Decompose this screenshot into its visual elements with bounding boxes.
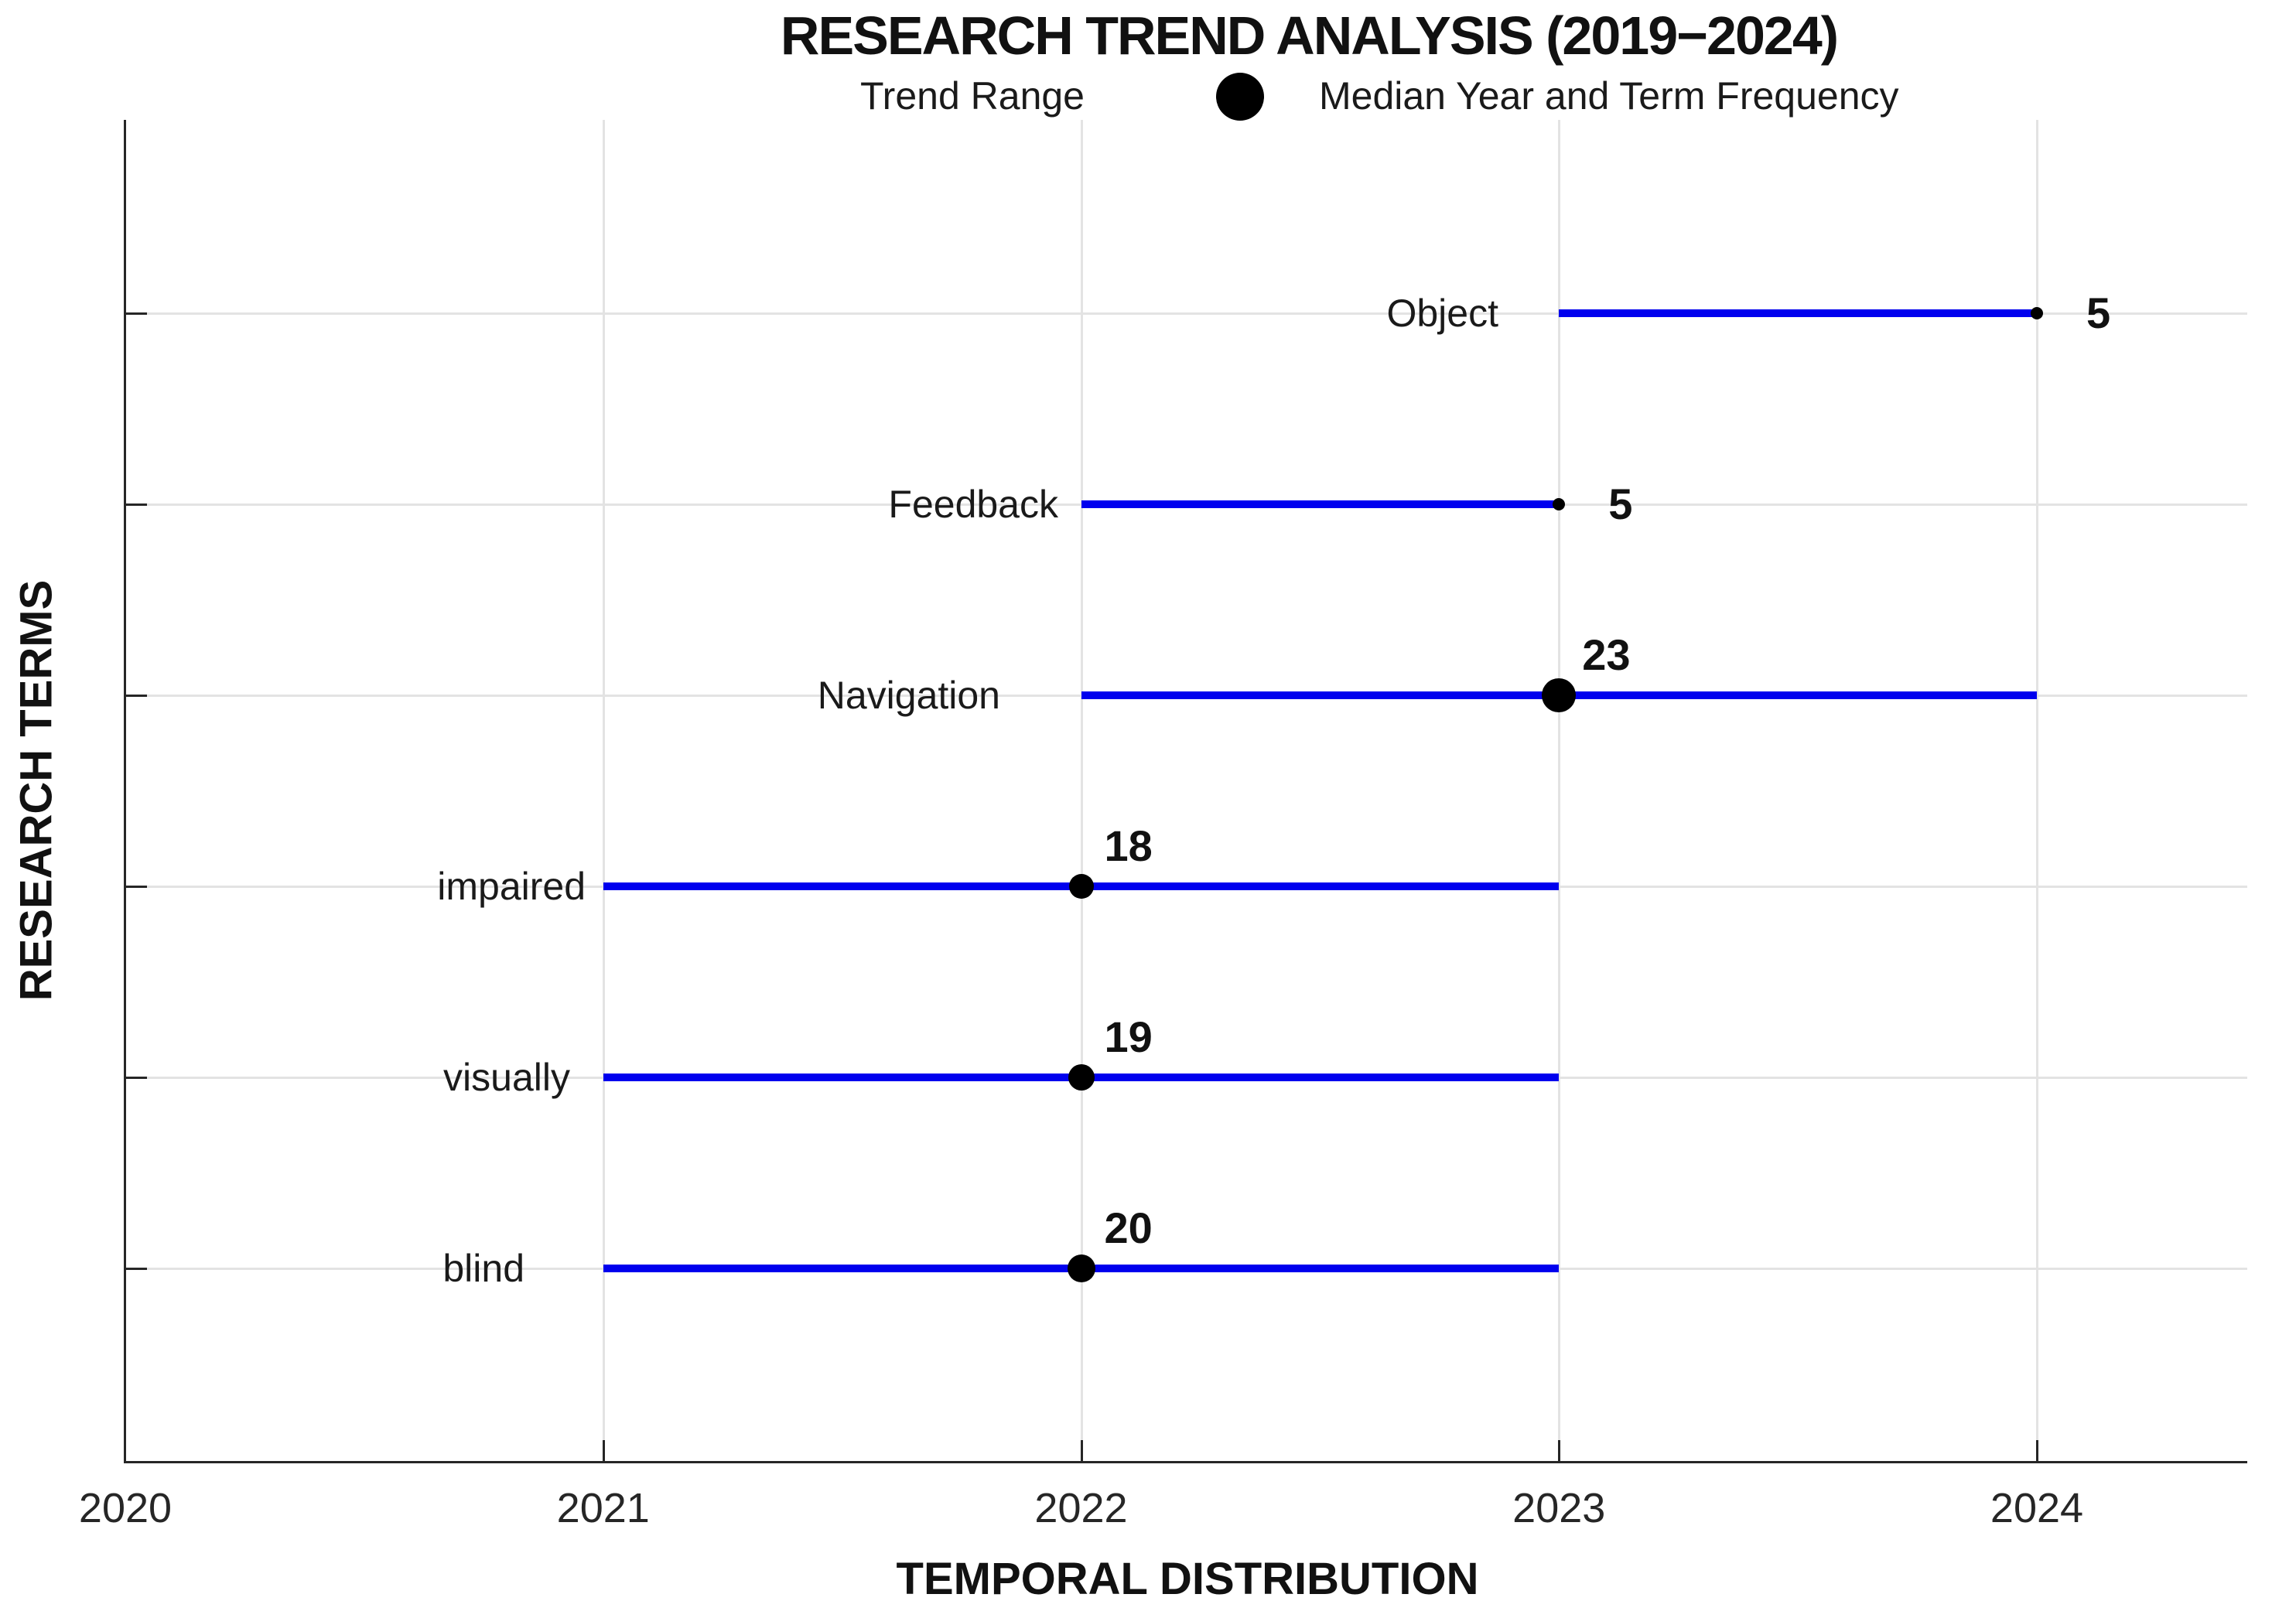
median-dot — [2031, 307, 2043, 319]
y-tick-mark — [125, 312, 147, 315]
x-tick-label: 2023 — [1512, 1485, 1606, 1531]
value-label: 20 — [1104, 1203, 1153, 1252]
x-axis-title: TEMPORAL DISTRIBUTION — [896, 1554, 1479, 1604]
median-dot — [1068, 1064, 1095, 1091]
legend-trend-range-label: Trend Range — [860, 74, 1085, 118]
x-tick-label: 2021 — [556, 1485, 650, 1531]
median-dot — [1067, 1254, 1095, 1282]
vertical-gridline — [1558, 120, 1561, 1462]
trend-line — [1081, 500, 1560, 508]
term-label: visually — [443, 1056, 570, 1099]
value-label: 23 — [1582, 630, 1631, 679]
value-label: 5 — [1608, 480, 1633, 528]
x-tick-label: 2020 — [78, 1485, 173, 1531]
y-tick-mark — [125, 1268, 147, 1270]
y-axis-line — [124, 120, 126, 1463]
vertical-gridline — [1080, 120, 1083, 1462]
chart-title: RESEARCH TREND ANALYSIS (2019−2024) — [780, 5, 1839, 66]
x-tick-mark — [1558, 1440, 1561, 1462]
x-axis-line — [124, 1461, 2247, 1463]
y-axis-title: RESEARCH TERMS — [11, 579, 62, 1002]
median-dot — [1542, 678, 1577, 712]
value-label: 18 — [1104, 821, 1153, 870]
legend-median-dot-icon — [1216, 73, 1264, 121]
x-tick-mark — [2036, 1440, 2038, 1462]
y-tick-mark — [125, 503, 147, 506]
legend-trend-line-swatch — [700, 90, 832, 99]
x-tick-label: 2024 — [1990, 1485, 2084, 1531]
x-tick-mark — [1080, 1440, 1083, 1462]
value-label: 19 — [1104, 1012, 1153, 1061]
term-label: Object — [1386, 292, 1498, 335]
y-tick-mark — [125, 886, 147, 888]
term-label: impaired — [437, 865, 586, 908]
term-label: Navigation — [817, 674, 1000, 717]
value-label: 5 — [2086, 288, 2111, 337]
x-tick-label: 2022 — [1034, 1485, 1128, 1531]
term-label: Feedback — [888, 483, 1058, 526]
median-dot — [1553, 498, 1566, 510]
term-label: blind — [442, 1247, 524, 1290]
legend-median-label: Median Year and Term Frequency — [1319, 74, 1899, 118]
y-tick-mark — [125, 1077, 147, 1079]
trend-line — [1559, 309, 2037, 317]
vertical-gridline — [2036, 120, 2038, 1462]
y-tick-mark — [125, 695, 147, 697]
horizontal-gridline — [125, 312, 2247, 315]
x-tick-mark — [602, 1440, 605, 1462]
median-dot — [1068, 874, 1094, 899]
vertical-gridline — [602, 120, 605, 1462]
